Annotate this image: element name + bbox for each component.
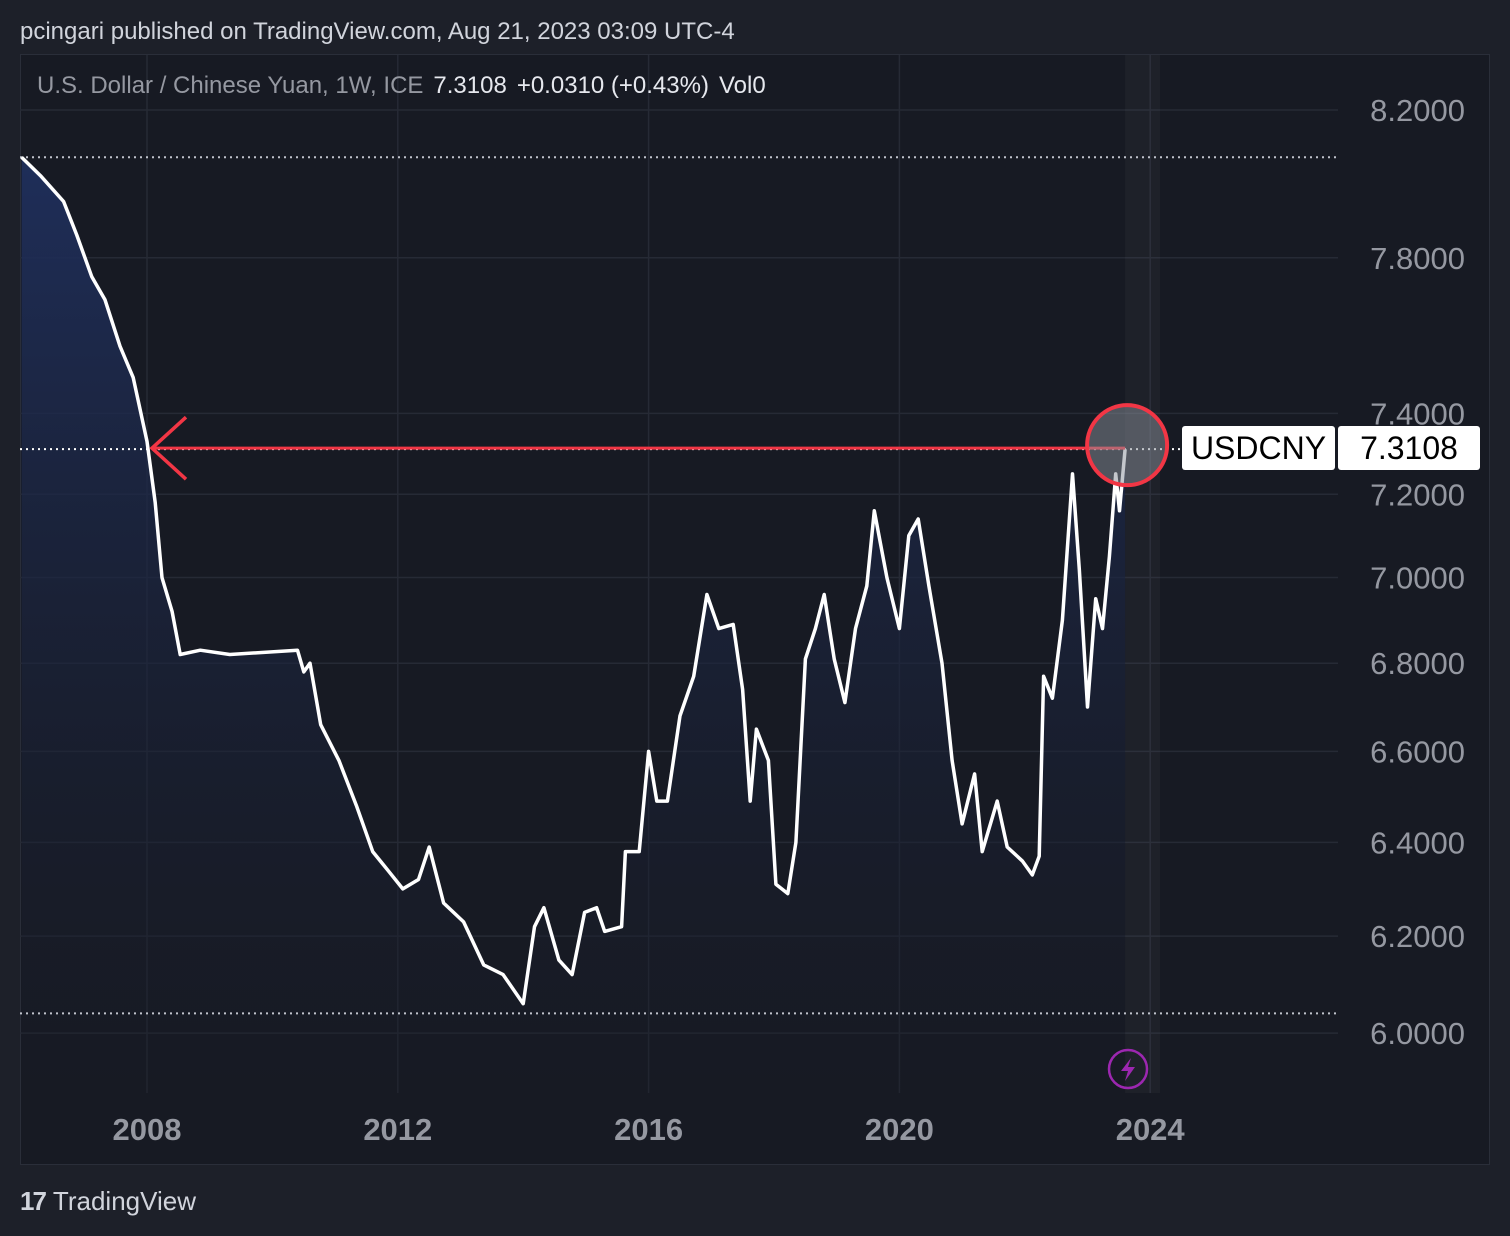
last-price: 7.3108 <box>433 72 507 99</box>
x-tick-label: 2016 <box>614 1112 683 1147</box>
alert-bolt-icon[interactable] <box>1107 1048 1149 1090</box>
brand-name: TradingView <box>52 1186 196 1216</box>
publish-info: pcingari published on TradingView.com, A… <box>20 18 735 45</box>
price-change: +0.0310 (+0.43%) <box>516 72 709 99</box>
x-tick-label: 2020 <box>865 1112 934 1147</box>
y-axis: 8.2000 7.8000 7.4000 7.2000 7.0000 6.8000 6.60… <box>1370 93 1465 1051</box>
y-tick-label: 8.2000 <box>1370 93 1465 128</box>
price-line <box>20 155 1127 1006</box>
highlight-circle <box>1085 403 1170 488</box>
x-tick-label: 2012 <box>363 1112 432 1147</box>
y-tick-label: 7.8000 <box>1370 241 1465 276</box>
y-tick-label: 6.2000 <box>1370 919 1465 954</box>
y-tick-label: 6.4000 <box>1370 825 1465 860</box>
y-tick-label: 7.0000 <box>1370 561 1465 596</box>
arrow-head-icon <box>149 415 188 481</box>
tv-logo-icon: 17 <box>20 1186 47 1216</box>
current-price-tag: 7.3108 <box>1338 426 1480 470</box>
x-tick-label: 2008 <box>113 1112 182 1147</box>
x-tick-label: 2024 <box>1116 1112 1186 1147</box>
volume: Vol0 <box>718 72 766 99</box>
y-tick-label: 7.2000 <box>1370 477 1465 512</box>
y-tick-label: 6.6000 <box>1370 734 1465 769</box>
price-area-fill <box>21 157 1126 1093</box>
symbol-legend: U.S. Dollar / Chinese Yuan, 1W, ICE 7.310… <box>37 72 766 100</box>
annotation <box>149 403 1170 488</box>
y-tick-label: 6.0000 <box>1370 1016 1465 1051</box>
symbol-price-tag: USDCNY <box>1182 426 1335 470</box>
y-tick-label: 6.8000 <box>1370 646 1465 681</box>
symbol-name: U.S. Dollar / Chinese Yuan, 1W, ICE <box>37 72 424 99</box>
future-shade <box>1125 55 1160 1093</box>
tradingview-logo[interactable]: 17 TradingView <box>20 1186 196 1217</box>
x-axis: 2008 2012 2016 2020 2024 <box>113 1112 1186 1147</box>
y-tick-label: 7.4000 <box>1370 396 1465 431</box>
